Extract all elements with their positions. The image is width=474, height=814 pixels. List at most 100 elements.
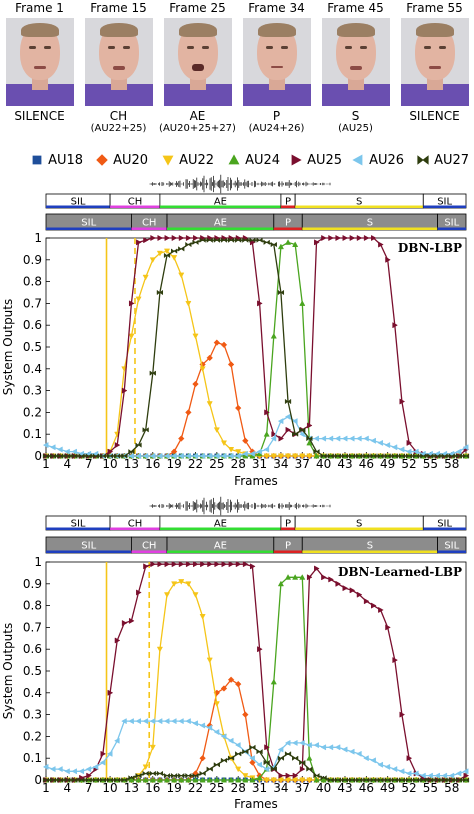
phoneme-label: SIL — [81, 218, 96, 229]
data-point — [306, 755, 313, 761]
frame-strip: Frame 1 SILENCE Frame 15 CH (AU22+25) Fr… — [0, 0, 474, 146]
data-point — [306, 777, 313, 784]
data-point — [363, 453, 370, 459]
data-point — [249, 776, 256, 783]
data-point — [178, 272, 185, 279]
face-image — [321, 18, 390, 106]
data-point — [135, 772, 142, 779]
face-image — [400, 18, 469, 106]
data-point — [185, 776, 192, 783]
data-point — [142, 452, 149, 460]
series-line — [45, 720, 467, 777]
data-point — [171, 581, 178, 587]
data-point — [206, 452, 213, 460]
legend-label: AU27 — [430, 153, 470, 168]
data-point — [171, 255, 178, 261]
x-tick-label: 19 — [166, 457, 181, 471]
data-point — [392, 322, 398, 329]
y-tick-label: 0 — [34, 773, 42, 787]
phoneme-segment: CH — [131, 536, 168, 554]
phoneme-label: SIL — [444, 218, 459, 229]
phoneme-segment: SIL — [45, 515, 111, 531]
legend-label: AU26 — [365, 153, 405, 168]
data-point — [455, 453, 462, 459]
data-point — [220, 757, 228, 764]
phoneme-segment: P — [273, 536, 303, 554]
x-tick-label: 13 — [124, 457, 139, 471]
data-point — [391, 777, 398, 783]
data-point — [256, 748, 263, 755]
data-point — [135, 776, 142, 783]
face-image — [5, 18, 74, 106]
phoneme-label: CH — [142, 541, 157, 552]
data-point — [171, 234, 178, 242]
data-point — [284, 398, 292, 405]
data-point — [106, 750, 113, 757]
data-point — [249, 237, 256, 243]
phoneme-segment: P — [280, 515, 296, 531]
data-point — [306, 422, 313, 429]
phoneme-segment: CH — [109, 515, 161, 531]
legend-entry-au22: AU22 — [161, 154, 214, 168]
data-point — [178, 579, 185, 585]
square-icon — [32, 155, 42, 165]
phoneme-segment: SIL — [422, 193, 467, 209]
data-point — [78, 768, 85, 775]
data-point — [334, 744, 341, 751]
x-tick-label: 58 — [444, 781, 459, 795]
data-point — [242, 237, 249, 243]
data-point — [462, 768, 469, 775]
data-point — [370, 453, 377, 459]
data-point — [277, 289, 285, 296]
data-point — [121, 387, 128, 394]
data-point — [242, 711, 249, 718]
x-tick-label: 10 — [102, 781, 117, 795]
chart-title: DBN-Learned-LBP — [338, 565, 462, 579]
phoneme-segment: AE — [159, 515, 282, 531]
y-tick-label: 0.5 — [23, 340, 42, 354]
data-point — [213, 237, 220, 243]
data-point — [263, 759, 270, 766]
data-point — [398, 446, 405, 453]
phoneme-label: S — [356, 519, 362, 530]
data-point — [384, 442, 391, 449]
data-point — [391, 444, 398, 451]
phoneme-label: SIL — [81, 541, 96, 552]
x-tick-label: 16 — [145, 457, 160, 471]
data-point — [249, 759, 256, 766]
data-point — [242, 437, 249, 444]
data-point — [163, 452, 170, 460]
data-point — [313, 776, 320, 783]
data-point — [170, 452, 177, 460]
data-point — [213, 728, 220, 736]
y-axis-label: System Outputs — [1, 299, 15, 396]
y-tick-label: 0.1 — [23, 751, 42, 765]
data-point — [320, 775, 327, 781]
data-point — [448, 777, 455, 783]
frame-au-label: (AU22+25) — [90, 123, 147, 134]
data-point — [71, 448, 77, 455]
data-point — [150, 561, 156, 568]
data-point — [163, 776, 171, 783]
data-point — [235, 449, 242, 455]
data-point — [42, 453, 50, 459]
data-point — [278, 772, 285, 779]
data-point — [228, 776, 235, 783]
data-point — [398, 453, 406, 459]
legend-label: AU22 — [175, 153, 215, 168]
frame-title: Frame 45 — [327, 1, 384, 15]
data-point — [78, 777, 85, 783]
phoneme-segment: CH — [109, 193, 161, 209]
data-point — [363, 755, 369, 762]
data-point — [284, 574, 292, 580]
data-point — [128, 300, 135, 307]
data-point — [50, 453, 57, 459]
data-point — [107, 448, 114, 455]
data-point — [178, 234, 185, 242]
data-point — [171, 561, 178, 568]
data-point — [57, 453, 64, 459]
frame-au-label: (AU24+26) — [248, 123, 305, 134]
triangle-down-icon — [162, 155, 174, 166]
series-line — [46, 237, 467, 457]
frame-thumbnail: Frame 25 AE (AU20+25+27) — [158, 0, 237, 135]
